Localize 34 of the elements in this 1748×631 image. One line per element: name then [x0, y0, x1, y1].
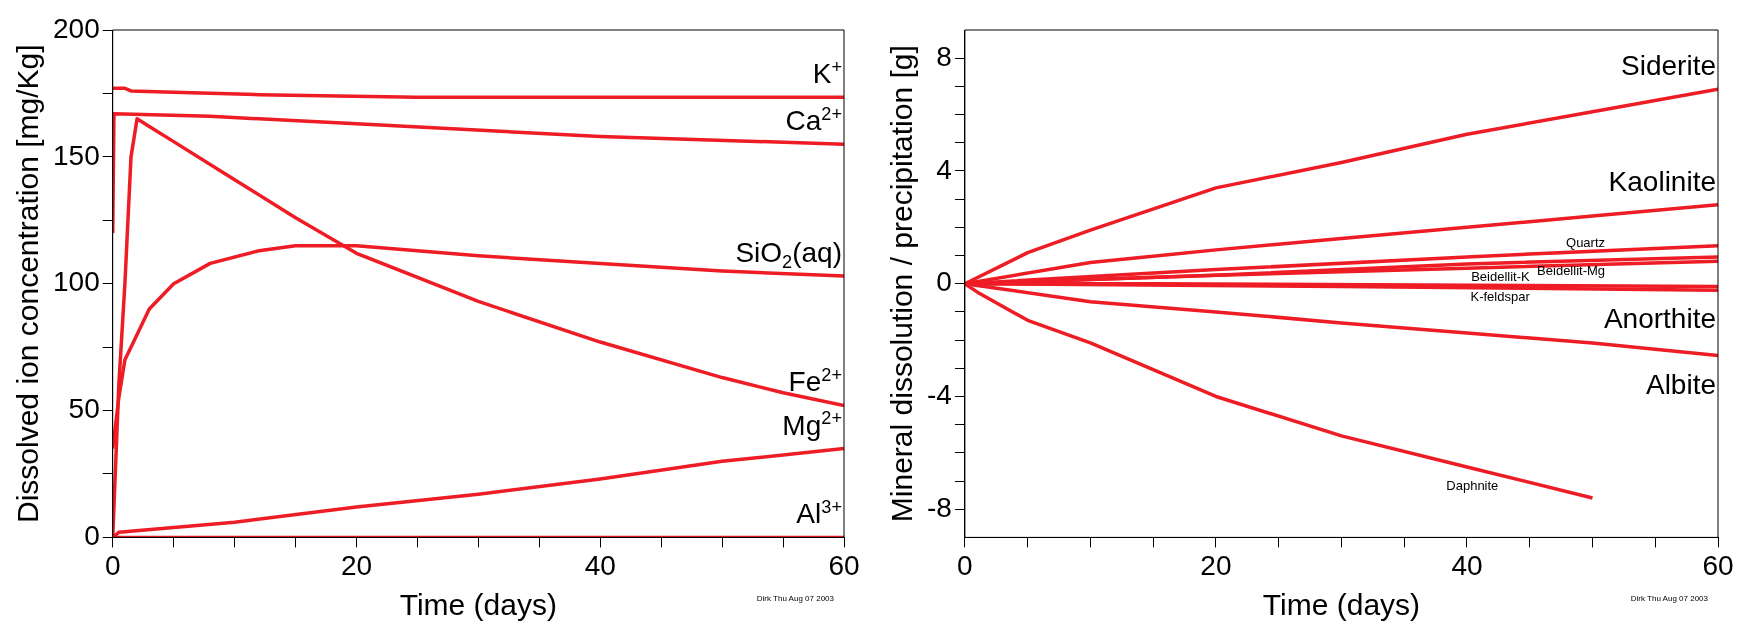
x-axis-title: Time (days)	[1262, 588, 1421, 622]
y-axis-title: Mineral dissolution / precipitation [g]	[885, 45, 919, 523]
y-tick-label: 200	[53, 12, 100, 44]
y-tick-label: 0	[84, 520, 100, 552]
x-tick-label: 20	[340, 549, 373, 581]
series-label: Quartz	[1566, 234, 1606, 250]
y-tick-label: -8	[926, 491, 952, 523]
y-tick-label: -4	[926, 379, 952, 411]
series-label: Albite	[1645, 368, 1717, 400]
y-tick-label: 0	[936, 266, 952, 298]
series-label: Beidellit-K	[1471, 269, 1531, 285]
series-label: Anorthite	[1603, 303, 1717, 335]
series-label: Siderite	[1621, 50, 1716, 82]
y-tick-label: 150	[53, 139, 100, 171]
y-axis-title: Dissolved ion concentration [mg/Kg]	[11, 44, 45, 523]
series-label: Kaolinite	[1608, 165, 1716, 197]
x-tick-label: 40	[1451, 549, 1483, 581]
series-label: Beidellit-Mg	[1537, 263, 1606, 279]
series-label: Daphnite	[1446, 477, 1499, 493]
x-axis-title: Time (days)	[399, 588, 557, 622]
text: Dirk Thu Aug 07 2003	[756, 594, 834, 603]
x-tick-label: 20	[1200, 549, 1232, 581]
y-tick-label: 100	[53, 266, 100, 298]
x-tick-label: 0	[104, 549, 121, 581]
series-label: K-feldspar	[1470, 288, 1531, 304]
series-label: K+	[812, 56, 842, 90]
y-tick-label: 50	[68, 393, 100, 425]
text: Dirk Thu Aug 07 2003	[1630, 594, 1708, 603]
x-tick-label: 60	[1702, 549, 1734, 581]
y-tick-label: 8	[936, 40, 952, 72]
x-tick-label: 0	[957, 549, 973, 581]
x-tick-label: 60	[828, 549, 860, 581]
y-tick-label: 4	[936, 153, 952, 185]
x-tick-label: 40	[584, 549, 616, 581]
